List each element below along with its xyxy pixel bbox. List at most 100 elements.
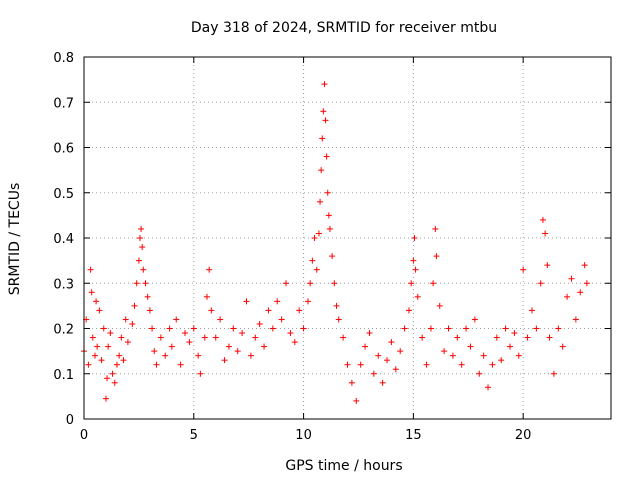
data-point	[98, 357, 105, 364]
data-point	[107, 330, 114, 337]
data-point	[111, 379, 118, 386]
data-point	[441, 348, 448, 355]
data-point	[89, 334, 96, 341]
data-point	[324, 189, 331, 196]
data-point	[480, 352, 487, 359]
data-point	[572, 316, 579, 323]
data-point	[348, 379, 355, 386]
data-point	[412, 266, 419, 273]
data-point	[564, 293, 571, 300]
data-point	[195, 352, 202, 359]
data-point	[252, 334, 259, 341]
data-point	[320, 108, 327, 115]
data-point	[94, 343, 101, 350]
data-point	[182, 330, 189, 337]
data-point	[131, 302, 138, 309]
data-point	[300, 325, 307, 332]
data-point	[583, 280, 590, 287]
axis-ticks: 0 0.1 0.2 0.3 0.4 0.5 0.6 0.7 0.8 0 5 10 15 20	[53, 51, 611, 443]
data-point	[243, 298, 250, 305]
data-point	[581, 262, 588, 269]
data-point	[544, 262, 551, 269]
data-point	[397, 348, 404, 355]
x-tick-label: 5	[190, 428, 198, 443]
data-point	[467, 343, 474, 350]
data-point	[410, 257, 417, 264]
data-point	[318, 167, 325, 174]
data-point	[449, 352, 456, 359]
data-point	[321, 81, 328, 88]
y-tick-label: 0.7	[53, 96, 74, 111]
data-point	[555, 325, 562, 332]
data-point	[411, 235, 418, 241]
data-point	[520, 266, 527, 273]
data-point	[122, 316, 129, 323]
data-point	[463, 325, 470, 332]
data-point	[331, 280, 338, 287]
data-point	[151, 348, 158, 355]
data-point	[362, 343, 369, 350]
data-point	[436, 302, 443, 309]
data-point	[120, 357, 127, 364]
x-tick-label: 10	[295, 428, 312, 443]
data-point	[445, 325, 452, 332]
data-point	[313, 266, 320, 273]
data-point	[166, 325, 173, 332]
data-point	[91, 352, 98, 359]
data-point	[109, 370, 116, 377]
y-tick-label: 0.8	[53, 51, 74, 66]
data-point	[203, 293, 210, 300]
data-point	[401, 325, 408, 332]
data-point	[357, 361, 364, 368]
data-point	[577, 289, 584, 296]
data-point	[140, 266, 147, 273]
y-tick-label: 0.1	[53, 368, 74, 383]
data-point	[559, 343, 566, 350]
data-point	[322, 117, 329, 124]
data-point	[118, 334, 125, 341]
data-point	[239, 330, 246, 337]
data-point	[201, 334, 208, 341]
data-point	[353, 397, 360, 404]
data-point	[136, 235, 143, 241]
data-point	[319, 135, 326, 142]
data-point	[212, 334, 219, 341]
data-point	[471, 316, 478, 323]
data-point	[568, 275, 575, 282]
data-point	[225, 343, 232, 350]
x-tick-label: 0	[80, 428, 88, 443]
data-point	[344, 361, 351, 368]
data-point	[157, 334, 164, 341]
data-point	[208, 307, 215, 314]
data-point	[96, 307, 103, 314]
data-point	[533, 325, 540, 332]
data-point	[432, 225, 439, 232]
data-point	[528, 307, 535, 314]
data-point	[287, 330, 294, 337]
data-point	[307, 280, 314, 287]
data-point	[283, 280, 290, 287]
x-tick-label: 15	[405, 428, 422, 443]
y-tick-label: 0	[66, 413, 74, 428]
y-axis-title: SRMTID / TECUs	[7, 183, 23, 296]
data-point	[539, 216, 546, 223]
data-point	[87, 266, 94, 273]
y-tick-label: 0.3	[53, 277, 74, 292]
data-point	[149, 325, 156, 332]
data-point	[138, 225, 145, 232]
data-point	[408, 280, 415, 287]
data-point	[291, 339, 298, 346]
data-point	[315, 230, 322, 237]
data-point	[144, 293, 151, 300]
data-point	[515, 352, 522, 359]
data-point	[498, 357, 505, 364]
data-point	[88, 289, 95, 296]
data-point	[105, 343, 112, 350]
data-point	[113, 361, 120, 368]
data-point	[423, 361, 430, 368]
data-point	[247, 352, 254, 359]
data-point	[335, 316, 342, 323]
y-tick-label: 0.4	[53, 232, 74, 247]
data-point	[485, 384, 492, 391]
data-point	[309, 257, 316, 264]
